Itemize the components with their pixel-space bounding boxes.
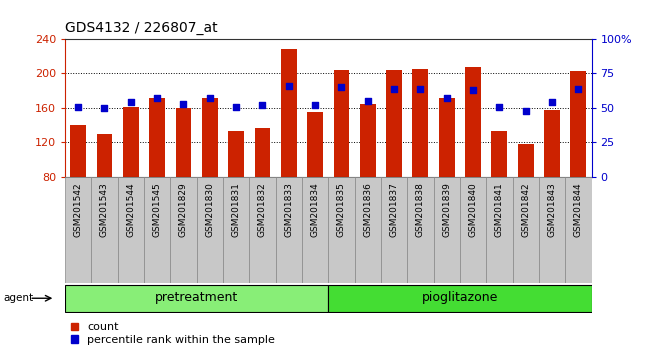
Text: GSM201838: GSM201838 <box>416 182 425 237</box>
FancyBboxPatch shape <box>434 177 460 283</box>
Text: agent: agent <box>3 293 33 303</box>
Bar <box>255 128 270 246</box>
Text: GSM201833: GSM201833 <box>284 182 293 237</box>
Text: GDS4132 / 226807_at: GDS4132 / 226807_at <box>65 21 218 35</box>
Bar <box>202 98 218 246</box>
Text: GSM201839: GSM201839 <box>442 182 451 237</box>
Point <box>310 102 320 108</box>
Text: GSM201829: GSM201829 <box>179 182 188 237</box>
FancyBboxPatch shape <box>118 177 144 283</box>
Point <box>468 87 478 93</box>
Text: GSM201843: GSM201843 <box>547 182 556 237</box>
Point <box>283 83 294 89</box>
FancyBboxPatch shape <box>355 177 381 283</box>
Text: GSM201835: GSM201835 <box>337 182 346 237</box>
Text: GSM201542: GSM201542 <box>73 182 83 237</box>
Text: GSM201834: GSM201834 <box>311 182 320 237</box>
FancyBboxPatch shape <box>302 177 328 283</box>
Point <box>389 86 399 91</box>
Point <box>99 105 110 111</box>
Bar <box>413 69 428 246</box>
FancyBboxPatch shape <box>250 177 276 283</box>
Bar <box>465 67 481 246</box>
Bar <box>360 104 376 246</box>
Point <box>547 99 557 105</box>
Text: GSM201837: GSM201837 <box>389 182 398 237</box>
FancyBboxPatch shape <box>328 285 592 312</box>
Point <box>205 96 215 101</box>
FancyBboxPatch shape <box>539 177 566 283</box>
Bar <box>439 98 454 246</box>
Bar <box>70 125 86 246</box>
Bar <box>571 71 586 246</box>
FancyBboxPatch shape <box>328 177 355 283</box>
Point <box>336 84 346 90</box>
Text: GSM201836: GSM201836 <box>363 182 372 237</box>
Text: GSM201545: GSM201545 <box>153 182 162 237</box>
Point <box>73 104 83 109</box>
Point <box>178 101 188 107</box>
Text: GSM201830: GSM201830 <box>205 182 214 237</box>
FancyBboxPatch shape <box>513 177 539 283</box>
Bar <box>386 70 402 246</box>
Text: pretreatment: pretreatment <box>155 291 239 304</box>
Point <box>152 96 162 101</box>
Point <box>573 86 584 91</box>
Text: GSM201832: GSM201832 <box>258 182 267 237</box>
Point <box>125 99 136 105</box>
Bar <box>333 70 349 246</box>
FancyBboxPatch shape <box>407 177 434 283</box>
FancyBboxPatch shape <box>276 177 302 283</box>
Point <box>494 104 504 109</box>
FancyBboxPatch shape <box>65 285 328 312</box>
FancyBboxPatch shape <box>381 177 407 283</box>
FancyBboxPatch shape <box>170 177 196 283</box>
Point <box>441 96 452 101</box>
FancyBboxPatch shape <box>196 177 223 283</box>
FancyBboxPatch shape <box>460 177 486 283</box>
Text: GSM201841: GSM201841 <box>495 182 504 237</box>
Point <box>521 108 531 114</box>
Bar <box>123 107 138 246</box>
Point <box>363 98 373 104</box>
Point <box>415 86 426 91</box>
Point <box>231 104 241 109</box>
Bar <box>491 131 507 246</box>
FancyBboxPatch shape <box>486 177 513 283</box>
Legend: count, percentile rank within the sample: count, percentile rank within the sample <box>71 322 275 345</box>
FancyBboxPatch shape <box>91 177 118 283</box>
FancyBboxPatch shape <box>223 177 250 283</box>
Bar <box>176 108 191 246</box>
FancyBboxPatch shape <box>566 177 592 283</box>
Bar <box>281 49 296 246</box>
Bar <box>228 131 244 246</box>
Bar <box>518 144 534 246</box>
Text: GSM201544: GSM201544 <box>126 182 135 237</box>
Bar <box>307 112 323 246</box>
Text: GSM201844: GSM201844 <box>574 182 583 237</box>
Text: GSM201842: GSM201842 <box>521 182 530 237</box>
Point <box>257 102 268 108</box>
Bar <box>150 98 165 246</box>
Text: GSM201543: GSM201543 <box>100 182 109 237</box>
Bar <box>97 134 112 246</box>
FancyBboxPatch shape <box>65 177 91 283</box>
Text: pioglitazone: pioglitazone <box>422 291 498 304</box>
Bar <box>544 110 560 246</box>
FancyBboxPatch shape <box>144 177 170 283</box>
Text: GSM201840: GSM201840 <box>469 182 478 237</box>
Text: GSM201831: GSM201831 <box>231 182 240 237</box>
